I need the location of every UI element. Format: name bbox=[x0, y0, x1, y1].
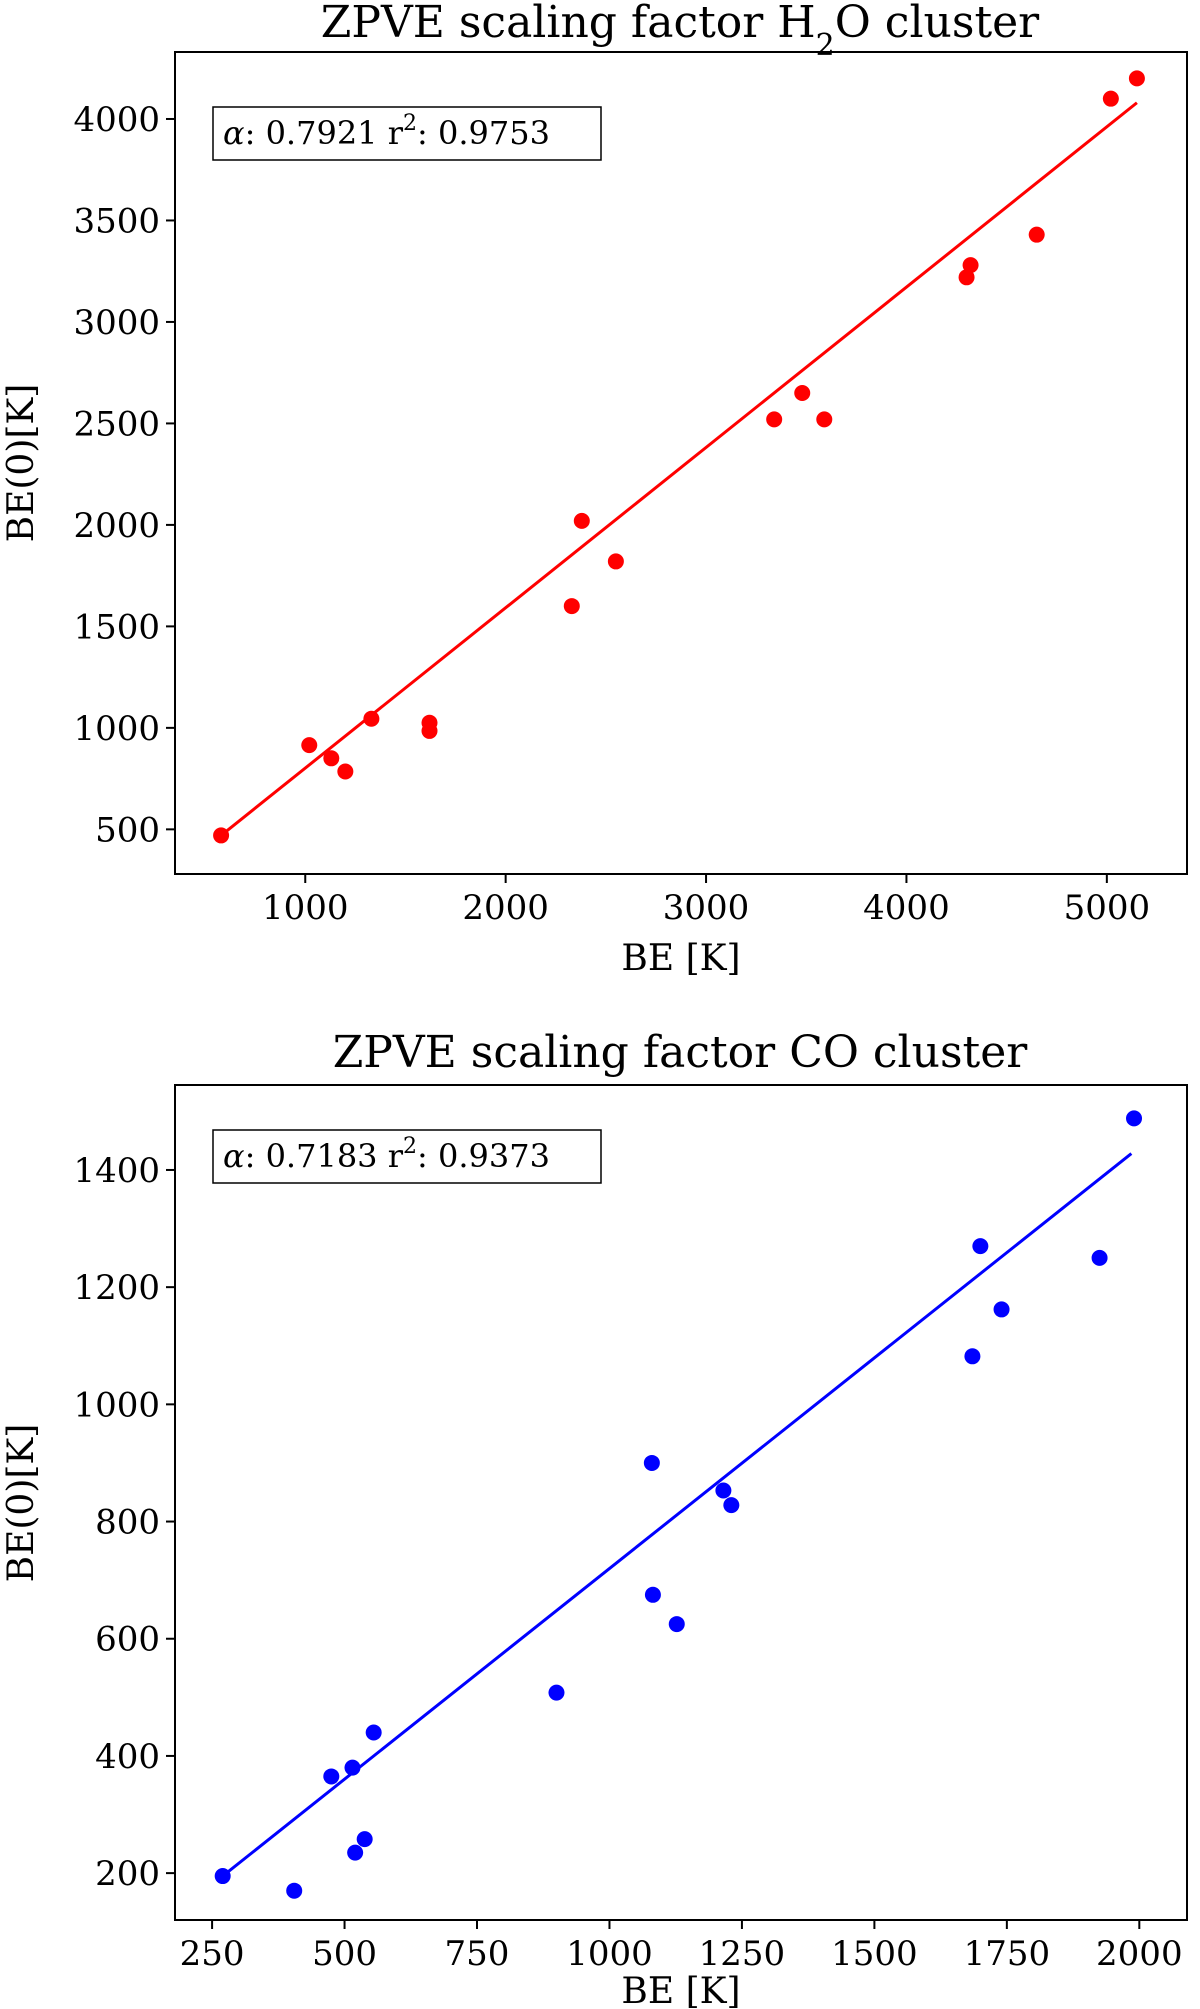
data-point bbox=[1128, 70, 1145, 87]
data-point bbox=[1126, 1110, 1143, 1127]
chart-co-ticks: 250 500 750 1000 1250 1500 1750 2000 200 400 600 80… bbox=[73, 1151, 1182, 1974]
data-point bbox=[715, 1482, 732, 1499]
x-tick-label: 5000 bbox=[1064, 888, 1151, 928]
data-point bbox=[421, 722, 438, 739]
data-point bbox=[766, 411, 783, 428]
chart-co-title: ZPVE scaling factor CO cluster bbox=[333, 1027, 1029, 1078]
data-point bbox=[356, 1831, 373, 1848]
data-point bbox=[607, 553, 624, 570]
chart-h2o-xlabel: BE [K] bbox=[621, 938, 740, 979]
data-point bbox=[644, 1586, 661, 1603]
y-tick-label: 1200 bbox=[73, 1268, 160, 1308]
data-point bbox=[365, 1724, 382, 1741]
y-tick-label: 1400 bbox=[73, 1151, 160, 1191]
y-tick-label: 500 bbox=[95, 810, 160, 850]
data-point bbox=[337, 763, 354, 780]
y-tick-label: 4000 bbox=[73, 100, 160, 140]
x-tick-label: 4000 bbox=[863, 888, 950, 928]
data-point bbox=[816, 411, 833, 428]
chart-co: ZPVE scaling factor CO cluster 250 500 750… bbox=[1, 1027, 1188, 2009]
y-tick-label: 400 bbox=[95, 1737, 160, 1777]
x-tick-label: 3000 bbox=[663, 888, 750, 928]
y-tick-label: 800 bbox=[95, 1503, 160, 1543]
data-point bbox=[643, 1454, 660, 1471]
data-point bbox=[964, 1348, 981, 1365]
y-tick-label: 3000 bbox=[73, 303, 160, 343]
x-tick-label: 1000 bbox=[262, 888, 349, 928]
data-point bbox=[1091, 1249, 1108, 1266]
chart-h2o-title-subscript: 2 bbox=[816, 28, 835, 63]
x-tick-label: 250 bbox=[180, 1934, 245, 1974]
y-tick-label: 200 bbox=[95, 1854, 160, 1894]
data-point bbox=[347, 1844, 364, 1861]
data-point bbox=[323, 750, 340, 767]
chart-h2o-annotation: α: 0.7921 r2: 0.9753 bbox=[212, 106, 602, 161]
data-point bbox=[723, 1497, 740, 1514]
chart-h2o-annotation-box bbox=[212, 106, 602, 161]
data-point bbox=[344, 1759, 361, 1776]
chart-co-fit-line bbox=[221, 1152, 1133, 1878]
data-point bbox=[323, 1768, 340, 1785]
data-point bbox=[1102, 90, 1119, 107]
y-tick-label: 2500 bbox=[73, 404, 160, 444]
chart-co-annotation-box bbox=[212, 1129, 602, 1184]
data-point bbox=[213, 827, 230, 844]
data-point bbox=[573, 512, 590, 529]
chart-co-points bbox=[214, 1110, 1143, 1899]
data-point bbox=[958, 269, 975, 286]
y-tick-label: 3500 bbox=[73, 201, 160, 241]
x-tick-label: 750 bbox=[445, 1934, 510, 1974]
y-tick-label: 1000 bbox=[73, 709, 160, 749]
chart-h2o-plot-frame bbox=[174, 51, 1188, 875]
chart-h2o-ylabel: BE(0)[K] bbox=[1, 384, 42, 543]
data-point bbox=[972, 1238, 989, 1255]
data-point bbox=[794, 384, 811, 401]
data-point bbox=[1028, 226, 1045, 243]
y-tick-label: 2000 bbox=[73, 506, 160, 546]
chart-h2o-title: ZPVE scaling factor H2O cluster bbox=[321, 0, 1040, 63]
chart-co-xlabel: BE [K] bbox=[621, 1971, 740, 2009]
data-point bbox=[214, 1868, 231, 1885]
x-tick-label: 1250 bbox=[699, 1934, 786, 1974]
x-tick-label: 500 bbox=[312, 1934, 377, 1974]
chart-h2o-annotation-text: α: 0.7921 r2: 0.9753 bbox=[223, 111, 550, 152]
x-tick-label: 1000 bbox=[566, 1934, 653, 1974]
chart-co-annotation: α: 0.7183 r2: 0.9373 bbox=[212, 1129, 602, 1184]
data-point bbox=[301, 737, 318, 754]
data-point bbox=[962, 257, 979, 274]
chart-h2o-ticks: 1000 2000 3000 4000 5000 500 1000 1500 2000 2500 3… bbox=[73, 100, 1150, 928]
x-tick-label: 2000 bbox=[1096, 1934, 1183, 1974]
data-point bbox=[993, 1301, 1010, 1318]
chart-co-ylabel: BE(0)[K] bbox=[1, 1424, 42, 1583]
chart-h2o: ZPVE scaling factor H2O cluster 1000 2000… bbox=[1, 0, 1188, 979]
chart-h2o-fit-line bbox=[220, 101, 1138, 837]
x-tick-label: 2000 bbox=[462, 888, 549, 928]
chart-co-annotation-text: α: 0.7183 r2: 0.9373 bbox=[223, 1134, 550, 1175]
y-tick-label: 1000 bbox=[73, 1385, 160, 1425]
x-tick-label: 1500 bbox=[831, 1934, 918, 1974]
x-tick-label: 1750 bbox=[964, 1934, 1051, 1974]
data-point bbox=[548, 1684, 565, 1701]
data-point bbox=[668, 1616, 685, 1633]
data-point bbox=[363, 710, 380, 727]
chart-co-plot-frame bbox=[174, 1084, 1188, 1921]
data-point bbox=[563, 598, 580, 615]
y-tick-label: 1500 bbox=[73, 607, 160, 647]
data-point bbox=[286, 1882, 303, 1899]
y-tick-label: 600 bbox=[95, 1620, 160, 1660]
chart-h2o-points bbox=[213, 70, 1145, 844]
